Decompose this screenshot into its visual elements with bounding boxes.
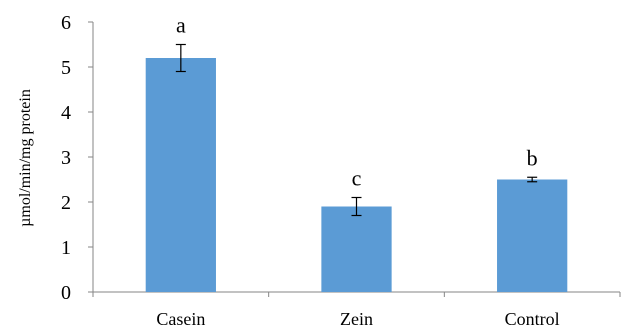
bar-zein — [321, 206, 392, 292]
y-tick-label: 3 — [61, 147, 71, 169]
significance-label: c — [352, 166, 362, 191]
significance-label: b — [527, 145, 538, 170]
significance-label: a — [176, 13, 186, 38]
y-tick-label: 2 — [61, 192, 71, 214]
x-tick-label: Zein — [340, 309, 373, 329]
x-tick-label: Casein — [156, 309, 205, 329]
bars — [145, 58, 568, 292]
y-tick-label: 6 — [61, 12, 71, 34]
x-tick-label: Control — [505, 309, 560, 329]
error-bars — [175, 43, 538, 217]
labels: a Casein c Zein b Control — [156, 13, 559, 330]
bar-control — [497, 179, 568, 292]
bar-casein — [145, 58, 216, 292]
y-tick-label: 0 — [61, 282, 71, 304]
y-tick-label: 5 — [61, 57, 71, 79]
y-axis-title: µmol/min/mg protein — [17, 89, 34, 227]
y-tick-label: 1 — [61, 237, 71, 259]
y-tick-label: 4 — [61, 102, 71, 124]
